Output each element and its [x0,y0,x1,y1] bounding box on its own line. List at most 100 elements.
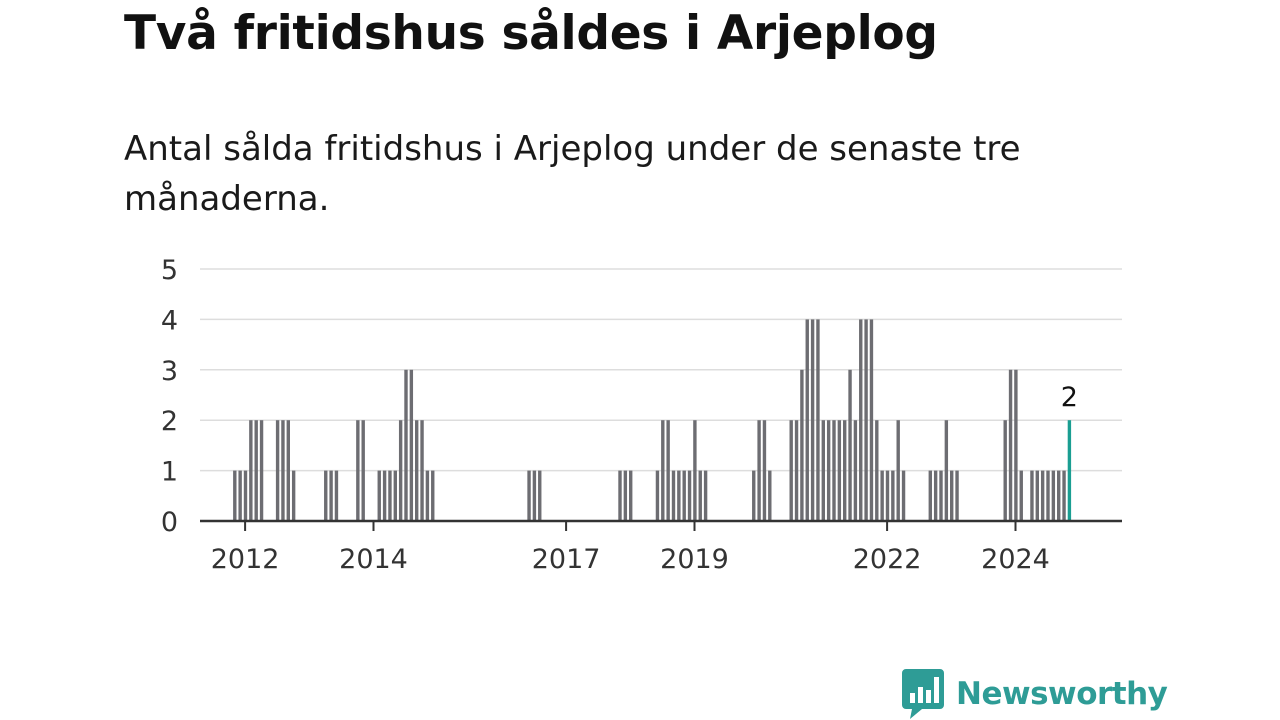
bar [431,470,435,521]
bars [233,319,1072,521]
bar [677,470,681,521]
bar [703,470,708,521]
bar [329,470,333,521]
x-tick-label: 2022 [853,544,922,575]
bar [843,420,847,521]
bar [837,420,842,521]
x-tick-label: 2012 [211,544,280,575]
bar [928,470,932,521]
bar [527,470,531,521]
x-tick-label: 2014 [339,544,408,575]
bar [896,420,900,521]
bar [243,470,248,521]
bar [832,420,836,521]
bar [1014,369,1018,521]
bar [1046,470,1050,521]
bar [885,470,890,521]
y-tick-label: 2 [161,406,178,437]
bar [687,470,692,521]
bar [618,470,622,521]
bar [361,420,365,521]
bar [944,420,949,521]
bar [254,420,258,521]
bar [1008,369,1013,521]
bar [661,420,665,521]
bar [404,369,408,521]
bar [869,319,874,521]
brand-name: Newsworthy [956,676,1168,712]
bar [393,470,397,521]
grid-lines [200,268,1122,472]
bar [420,420,424,521]
chart-subtitle: Antal sålda fritidshus i Arjeplog under … [124,129,1021,219]
bar [275,420,280,521]
bar [826,420,831,521]
bar [880,470,884,521]
bar [901,470,906,521]
bar [1057,470,1061,521]
bar [281,420,285,521]
bar [848,369,852,521]
bar [955,470,959,521]
bar [259,420,264,521]
bar [1051,470,1056,521]
bar [249,420,253,521]
bar [1030,470,1034,521]
bar [629,470,633,521]
bar [752,470,756,521]
bar [398,420,403,521]
bar [233,470,237,521]
bar [1003,420,1007,521]
y-tick-label: 3 [161,356,178,387]
bar [377,470,381,521]
bar [693,420,697,521]
bar [794,420,799,521]
bar [805,319,809,521]
bar [864,319,868,521]
bar [1035,470,1039,521]
bar [409,369,414,521]
y-tick-label: 5 [161,255,178,286]
x-tick-label: 2019 [660,544,729,575]
y-tick-label: 1 [161,457,178,488]
y-axis-labels: 0 1 2 3 4 5 [161,255,178,538]
y-tick-label: 4 [161,305,178,336]
bar [623,470,628,521]
y-tick-label: 0 [161,507,178,538]
bar [810,319,815,521]
bar [415,420,419,521]
bar [1062,470,1066,521]
bar [425,470,430,521]
bar [698,470,702,521]
bar [1040,470,1045,521]
bar [800,369,804,521]
bar [671,470,676,521]
bar [286,420,290,521]
x-axis-labels: 2012 2014 2017 2019 2022 2024 [211,544,1050,575]
bar [324,470,328,521]
x-tick-label: 2017 [532,544,601,575]
bar [388,470,392,521]
bar [1019,470,1023,521]
bar [816,319,820,521]
bar [655,470,660,521]
bar [382,470,387,521]
bar [356,420,360,521]
chat-bar-chart-icon [902,669,944,719]
highlight-value-label: 2 [1061,382,1078,413]
bar [538,470,542,521]
bar [891,470,895,521]
bar [859,319,863,521]
bar [875,420,879,521]
bar [950,470,954,521]
bar [757,420,761,521]
bar [821,420,825,521]
bar [532,470,537,521]
bar [768,470,772,521]
bar [762,420,767,521]
bar [291,470,296,521]
bar [789,420,793,521]
bar [238,470,242,521]
x-axis-ticks [244,521,1017,531]
